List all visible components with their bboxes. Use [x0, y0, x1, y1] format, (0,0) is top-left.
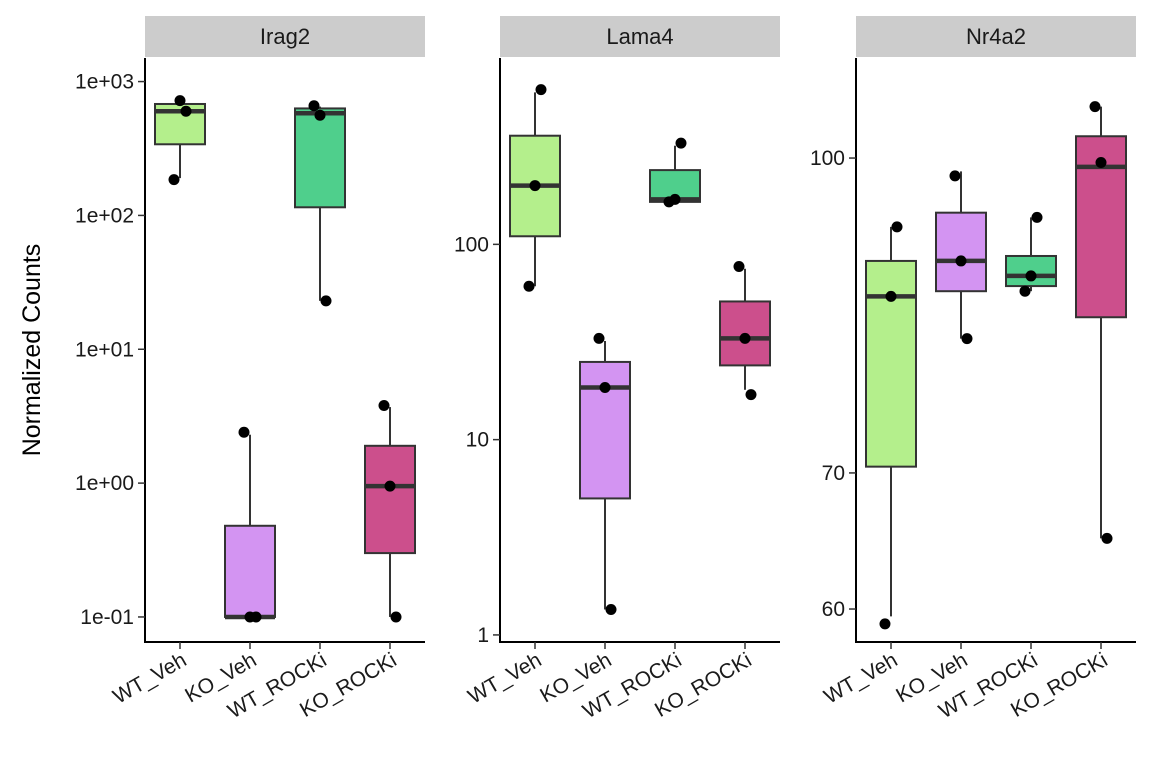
data-point — [663, 196, 675, 208]
box-iqr — [224, 524, 276, 618]
y-axis-title: Normalized Counts — [18, 244, 46, 457]
y-tick-label: 10 — [466, 429, 489, 452]
data-point — [314, 109, 326, 121]
data-point — [1101, 532, 1113, 544]
data-point — [168, 174, 180, 186]
data-point — [885, 290, 897, 302]
facet-strip — [856, 16, 1136, 57]
data-point — [675, 137, 687, 149]
data-point — [174, 95, 186, 107]
y-tick-label: 1e+02 — [75, 204, 134, 227]
data-point — [535, 84, 547, 96]
data-point — [745, 389, 757, 401]
data-point — [599, 381, 611, 393]
y-tick-label: 1e-01 — [80, 606, 134, 629]
data-point — [605, 603, 617, 615]
data-point — [529, 180, 541, 192]
data-point — [1025, 270, 1037, 282]
facet-strip-label: Nr4a2 — [966, 24, 1026, 49]
data-point — [238, 426, 250, 438]
x-tick-label: WT_Veh — [820, 648, 901, 708]
y-tick-label: 60 — [822, 598, 845, 621]
data-point — [1019, 285, 1031, 297]
data-point — [378, 400, 390, 412]
y-tick-label: 70 — [822, 462, 845, 485]
data-point — [180, 105, 192, 117]
box-iqr — [294, 107, 346, 209]
data-point — [1031, 211, 1043, 223]
data-point — [523, 280, 535, 292]
data-point — [739, 332, 751, 344]
data-point — [955, 255, 967, 267]
data-point — [384, 480, 396, 492]
data-point — [250, 611, 262, 623]
data-point — [891, 221, 903, 233]
y-tick-label: 1e+01 — [75, 338, 134, 361]
facet-strip-label: Irag2 — [260, 24, 310, 49]
x-tick-label: WT_Veh — [464, 648, 545, 708]
y-tick-label: 1e+03 — [75, 71, 134, 94]
box-iqr — [364, 444, 416, 555]
data-point — [879, 618, 891, 630]
facet-strip-label: Lama4 — [606, 24, 673, 49]
facet-strip — [500, 16, 780, 57]
y-tick-label: 1 — [477, 624, 489, 647]
data-point — [390, 611, 402, 623]
data-point — [733, 261, 745, 273]
data-point — [961, 333, 973, 345]
data-point — [308, 100, 320, 112]
data-point — [1095, 156, 1107, 168]
box-iqr — [719, 300, 771, 367]
data-point — [1089, 101, 1101, 113]
y-tick-label: 100 — [454, 233, 489, 256]
y-tick-label: 1e+00 — [75, 472, 134, 495]
data-point — [949, 170, 961, 182]
x-tick-label: WT_Veh — [109, 648, 190, 708]
y-tick-label: 100 — [810, 147, 845, 170]
box-iqr — [935, 211, 987, 293]
facet-strip — [145, 16, 425, 57]
data-point — [320, 295, 332, 307]
data-point — [593, 332, 605, 344]
